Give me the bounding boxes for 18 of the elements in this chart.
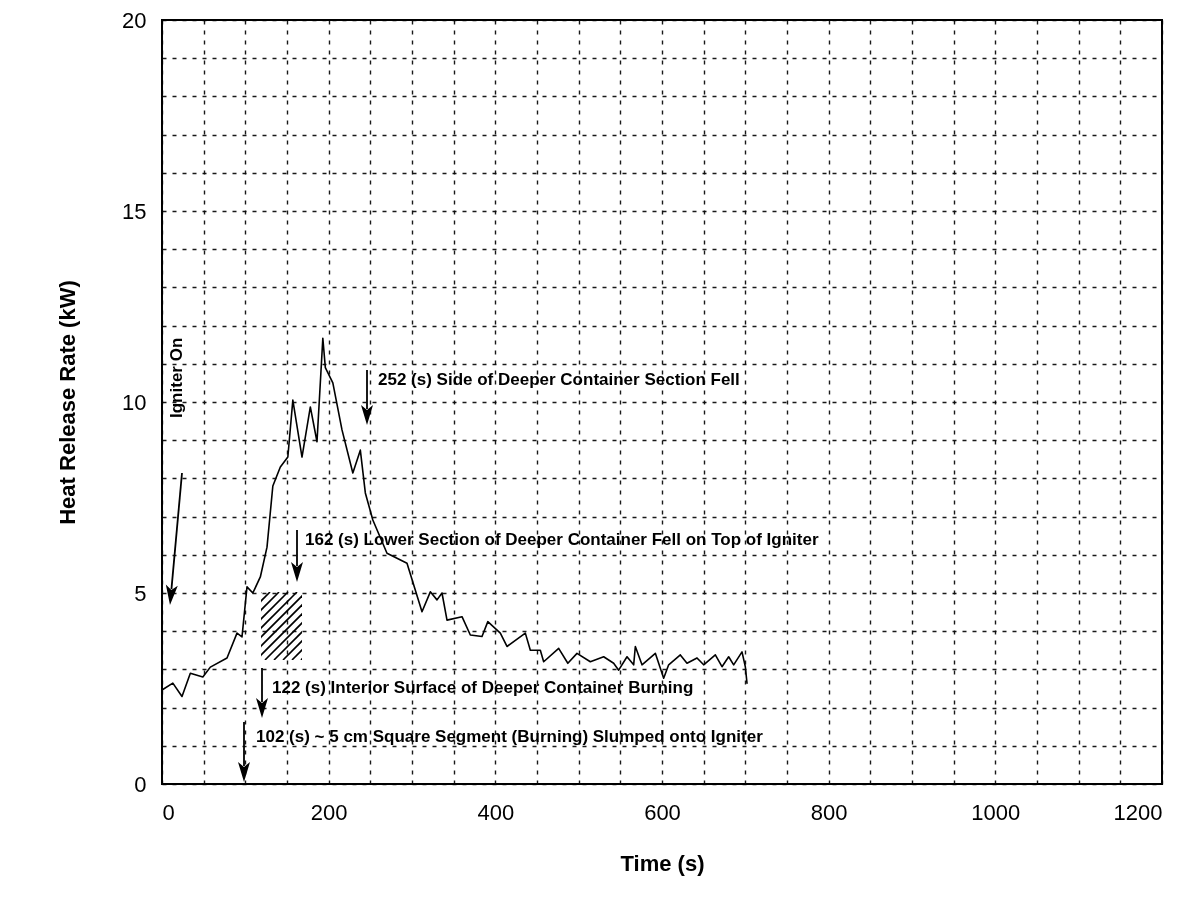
y-tick-label: 5	[134, 580, 147, 606]
annotation: Igniter On	[167, 337, 186, 418]
x-tick-label: 1000	[971, 799, 1021, 825]
y-axis-title: Heat Release Rate (kW)	[55, 280, 81, 525]
x-axis-title: Time (s)	[620, 850, 705, 876]
x-tick-label: 400	[477, 799, 515, 825]
x-tick-label: 0	[162, 799, 175, 825]
y-tick-label: 0	[134, 771, 147, 797]
annotation: 122 (s) Interior Surface of Deeper Container Burning	[272, 678, 694, 697]
annotation: 102 (s) ~ 5 cm Square Segment (Burning) Slumped onto Igniter	[256, 727, 764, 746]
y-tick-label: 20	[122, 7, 147, 33]
annotation: 252 (s) Side of Deeper Container Section Fell	[378, 370, 740, 389]
y-tick-label: 10	[122, 389, 147, 415]
x-tick-label: 600	[644, 799, 681, 825]
y-tick-label: 15	[122, 198, 147, 224]
x-tick-label: 800	[810, 799, 848, 825]
x-tick-label: 200	[310, 799, 348, 825]
x-tick-label: 1200	[1113, 799, 1163, 825]
